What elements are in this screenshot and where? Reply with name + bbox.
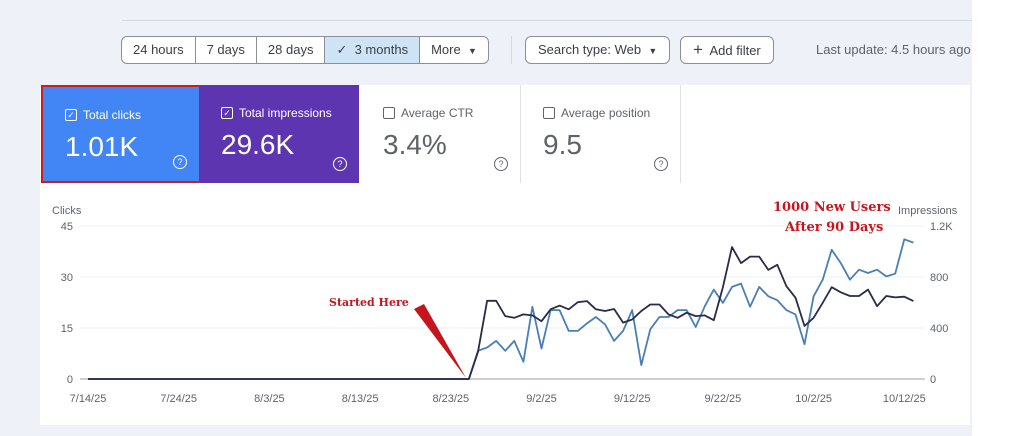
range-24-hours[interactable]: 24 hours: [122, 37, 196, 63]
add-filter-label: Add filter: [709, 43, 761, 58]
range-7-days[interactable]: 7 days: [196, 37, 257, 63]
metric-total-clicks[interactable]: ✓ Total clicks 1.01K ?: [41, 85, 201, 183]
y-axis-label-right: Impressions: [898, 205, 958, 217]
y-axis-label-left: Clicks: [52, 205, 82, 217]
y-tick-right: 1.2K: [930, 221, 953, 233]
metric-label: Average CTR: [401, 106, 474, 120]
x-tick: 8/3/25: [254, 393, 285, 405]
checkbox-checked-icon[interactable]: ✓: [221, 107, 233, 119]
y-tick-left: 45: [61, 221, 73, 233]
date-range-selector: 24 hours 7 days 28 days ✓ 3 months More …: [121, 36, 489, 64]
help-icon[interactable]: ?: [494, 157, 508, 171]
range-more[interactable]: More ▼: [420, 37, 488, 63]
x-tick: 9/22/25: [705, 393, 742, 405]
dropdown-arrow-icon: ▼: [648, 46, 658, 56]
x-tick: 8/23/25: [432, 393, 469, 405]
add-filter-button[interactable]: + Add filter: [680, 36, 774, 64]
metric-value: 9.5: [543, 129, 582, 160]
metric-value: 1.01K: [65, 131, 139, 162]
check-icon: ✓: [336, 42, 348, 57]
y-tick-right: 0: [930, 374, 936, 386]
metric-value: 3.4%: [383, 129, 447, 160]
arrow-icon: [414, 304, 466, 378]
y-tick-right: 800: [930, 272, 948, 284]
search-type-dropdown[interactable]: Search type: Web ▼: [525, 36, 671, 64]
page-margin: [972, 0, 1024, 436]
checkbox-unchecked-icon[interactable]: [383, 107, 395, 119]
search-type-label: Search type: Web: [538, 42, 642, 57]
x-tick: 7/14/25: [70, 393, 107, 405]
metric-label: Total impressions: [239, 106, 332, 120]
divider: [122, 20, 972, 21]
series-line-clicks: [88, 246, 914, 380]
y-tick-left: 30: [61, 272, 73, 284]
checkbox-checked-icon[interactable]: ✓: [65, 109, 77, 121]
range-3-months[interactable]: ✓ 3 months: [325, 37, 421, 63]
metric-label: Average position: [561, 106, 651, 120]
annotation-line-2: After 90 Days: [785, 220, 884, 235]
range-label: 3 months: [354, 42, 409, 57]
y-tick-right: 400: [930, 323, 948, 335]
annotation-line-1: 1000 New Users: [773, 200, 891, 215]
metric-value: 29.6K: [221, 129, 295, 160]
checkbox-unchecked-icon[interactable]: [543, 107, 555, 119]
range-28-days[interactable]: 28 days: [257, 37, 326, 63]
x-tick: 9/12/25: [614, 393, 651, 405]
metric-total-impressions[interactable]: ✓ Total impressions 29.6K ?: [199, 85, 359, 183]
y-tick-left: 15: [61, 323, 73, 335]
x-tick: 10/2/25: [795, 393, 832, 405]
x-tick: 7/24/25: [160, 393, 197, 405]
metric-label: Total clicks: [83, 108, 142, 122]
metric-average-position[interactable]: Average position 9.5 ?: [521, 85, 681, 183]
divider: [511, 36, 512, 64]
last-update: Last update: 4.5 hours ago: [816, 42, 971, 57]
dropdown-arrow-icon: ▼: [467, 46, 477, 56]
help-icon[interactable]: ?: [654, 157, 668, 171]
x-tick: 8/13/25: [342, 393, 379, 405]
metric-average-ctr[interactable]: Average CTR 3.4% ?: [361, 85, 521, 183]
x-tick: 10/12/25: [883, 393, 926, 405]
annotation-started-here: Started Here: [329, 296, 409, 309]
x-tick: 9/2/25: [526, 393, 557, 405]
help-icon[interactable]: ?: [333, 157, 347, 171]
plus-icon: +: [693, 40, 703, 59]
help-icon[interactable]: ?: [173, 155, 187, 169]
range-label: More: [431, 42, 461, 57]
y-tick-left: 0: [67, 374, 73, 386]
